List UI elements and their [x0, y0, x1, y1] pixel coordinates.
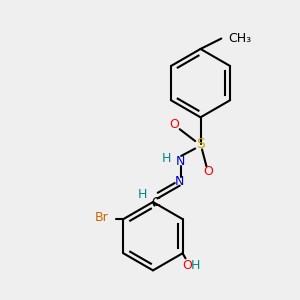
- Text: S: S: [196, 137, 205, 151]
- Text: N: N: [175, 175, 184, 188]
- Text: C: C: [152, 196, 160, 208]
- Text: H: H: [161, 152, 171, 165]
- Text: N: N: [176, 155, 185, 168]
- Text: H: H: [138, 188, 147, 201]
- Text: O: O: [182, 259, 192, 272]
- Text: O: O: [203, 165, 213, 178]
- Text: CH₃: CH₃: [228, 32, 251, 45]
- Text: O: O: [169, 118, 179, 131]
- Text: Br: Br: [95, 211, 109, 224]
- Text: H: H: [190, 259, 200, 272]
